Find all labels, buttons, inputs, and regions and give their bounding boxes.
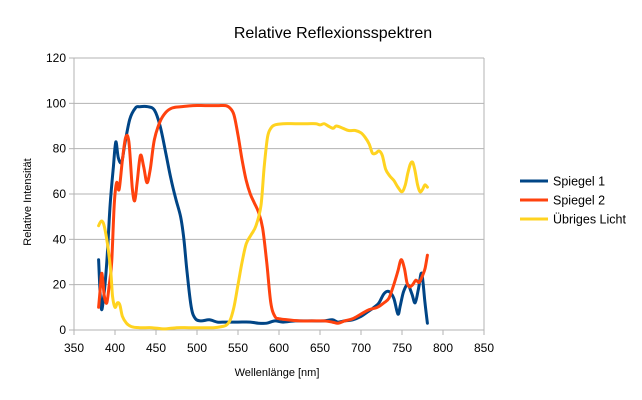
y-tick-label: 120 xyxy=(46,51,66,65)
x-tick-label: 750 xyxy=(392,341,412,355)
y-tick-label: 40 xyxy=(53,232,67,246)
legend-label-2: Spiegel 2 xyxy=(553,194,605,208)
series-lines xyxy=(97,103,429,331)
x-tick-label: 500 xyxy=(187,341,207,355)
x-tick-label: 600 xyxy=(269,341,289,355)
series-line-1 xyxy=(97,104,429,325)
x-tick-label: 850 xyxy=(474,341,494,355)
legend-label-1: Spiegel 1 xyxy=(553,175,605,189)
legend: Spiegel 1 Spiegel 2 Übriges Licht xyxy=(520,175,626,227)
x-tick-label: 650 xyxy=(310,341,330,355)
y-tick-label: 100 xyxy=(46,96,66,110)
series-line-2 xyxy=(97,103,429,325)
x-tick-label: 400 xyxy=(105,341,125,355)
y-tick-label: 20 xyxy=(53,278,67,292)
x-tick-label: 350 xyxy=(64,341,84,355)
y-axis-ticks: 0 20 40 60 80 100 120 xyxy=(46,51,74,337)
y-tick-label: 80 xyxy=(53,142,67,156)
x-tick-label: 800 xyxy=(433,341,453,355)
x-axis-ticks: 350 400 450 500 550 600 650 700 750 800 850 xyxy=(64,330,494,355)
x-axis-label: Wellenlänge [nm] xyxy=(235,367,320,379)
y-tick-label: 60 xyxy=(53,187,67,201)
series-line-3 xyxy=(97,122,429,331)
y-axis-label: Relative Intensität xyxy=(22,158,34,245)
chart-title: Relative Reflexionsspektren xyxy=(234,25,432,42)
x-tick-label: 450 xyxy=(146,341,166,355)
legend-label-3: Übriges Licht xyxy=(553,213,626,227)
gridlines xyxy=(74,57,484,331)
x-tick-label: 550 xyxy=(228,341,248,355)
y-tick-label: 0 xyxy=(59,323,66,337)
x-tick-label: 700 xyxy=(351,341,371,355)
